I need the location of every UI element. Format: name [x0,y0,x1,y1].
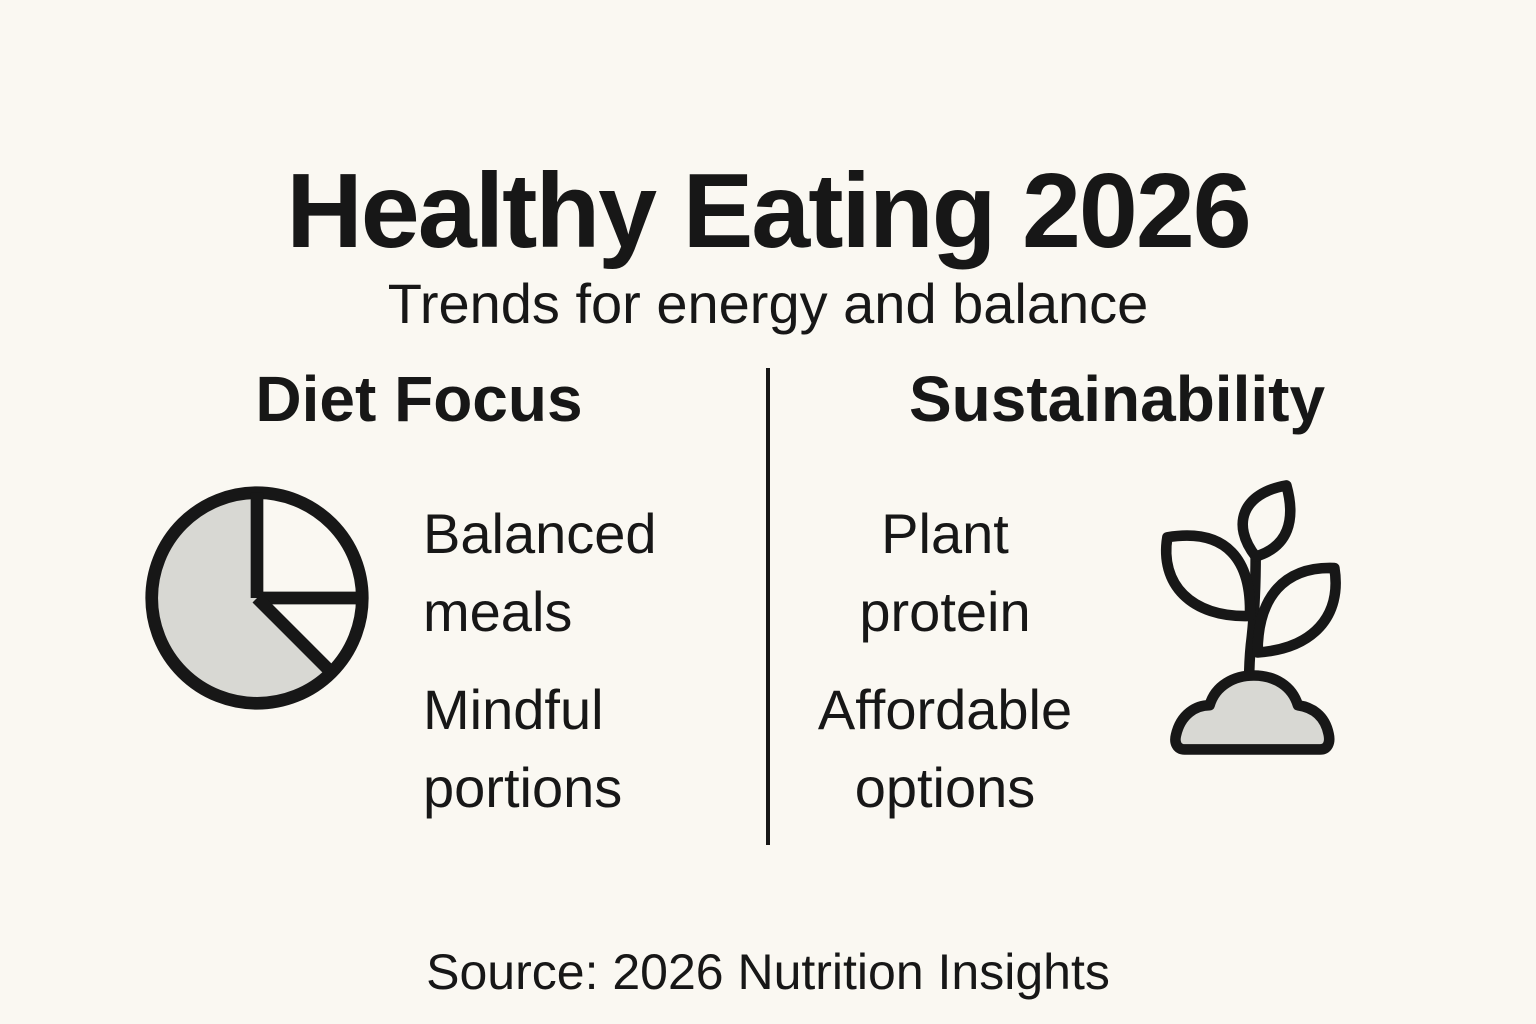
sprout-icon [1152,470,1344,762]
list-item: Mindful portions [423,678,623,819]
source-note: Source: 2026 Nutrition Insights [426,944,1110,1000]
sustainability-items: Plant protein Affordable options [795,495,1095,827]
list-item: Balanced meals [423,502,657,643]
page-subtitle: Trends for energy and balance [387,272,1149,335]
list-item: Plant protein [859,502,1031,643]
page-title: Healthy Eating 2026 [286,152,1252,271]
sustainability-heading: Sustainability [908,363,1326,435]
diet-focus-heading: Diet Focus [255,363,583,435]
diet-focus-items: Balanced meals Mindful portions [423,495,723,827]
column-divider [766,368,770,845]
list-item: Affordable options [817,678,1073,819]
pie-chart-icon [140,481,374,715]
